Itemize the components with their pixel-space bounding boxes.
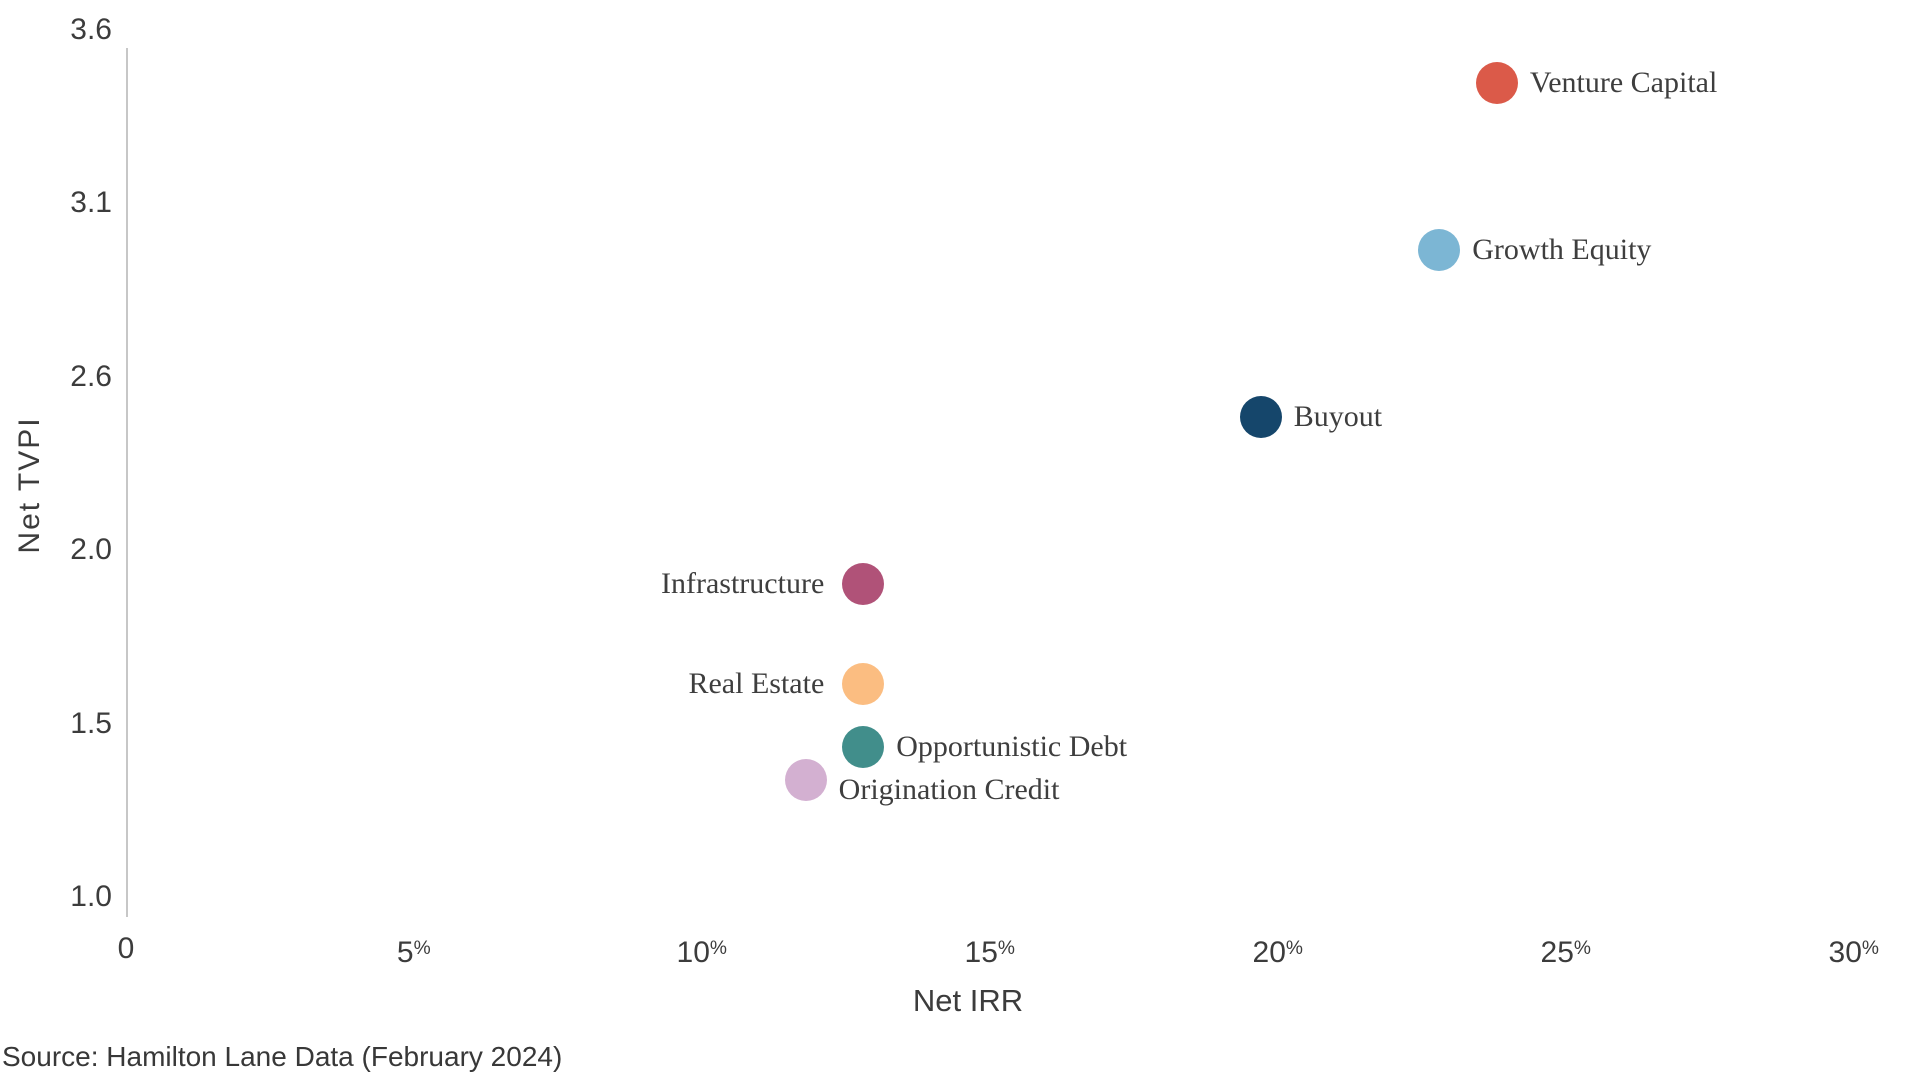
x-tick-label: 30% xyxy=(1828,936,1880,970)
data-point-dot xyxy=(1475,62,1518,105)
x-tick-label: 5% xyxy=(396,936,432,970)
y-tick-label: 2.0 xyxy=(70,533,112,567)
data-point-dot xyxy=(842,662,885,705)
data-point-label: Venture Capital xyxy=(1529,66,1718,100)
y-tick-label: 1.0 xyxy=(70,880,112,913)
data-point-label: Origination Credit xyxy=(838,773,1060,807)
x-axis-title: Net IRR xyxy=(912,983,1024,1018)
data-point-dot xyxy=(842,725,885,768)
x-tick-label: 15% xyxy=(964,936,1016,970)
data-point-label: Buyout xyxy=(1293,399,1383,433)
source-note: Source: Hamilton Lane Data (February 202… xyxy=(2,1041,563,1072)
y-tick-label: 3.1 xyxy=(70,186,112,220)
x-tick-label: 0 xyxy=(117,932,135,965)
data-point-label: Growth Equity xyxy=(1472,233,1652,267)
data-point-label: Opportunistic Debt xyxy=(896,729,1128,763)
data-point-dot xyxy=(784,759,827,802)
y-tick-label: 2.6 xyxy=(70,359,112,393)
data-point-dot xyxy=(1239,395,1282,438)
y-axis-line xyxy=(126,48,128,917)
data-point-dot xyxy=(842,562,885,605)
x-tick-label: 10% xyxy=(676,936,728,970)
data-point-dot xyxy=(1418,229,1461,272)
x-tick-label: 25% xyxy=(1540,936,1592,970)
y-tick-label: 1.5 xyxy=(70,706,112,740)
data-point-label: Real Estate xyxy=(688,666,825,700)
data-point-label: Infrastructure xyxy=(661,566,825,600)
x-tick-label: 20% xyxy=(1252,936,1304,970)
y-tick-label: 3.6 xyxy=(70,13,112,46)
